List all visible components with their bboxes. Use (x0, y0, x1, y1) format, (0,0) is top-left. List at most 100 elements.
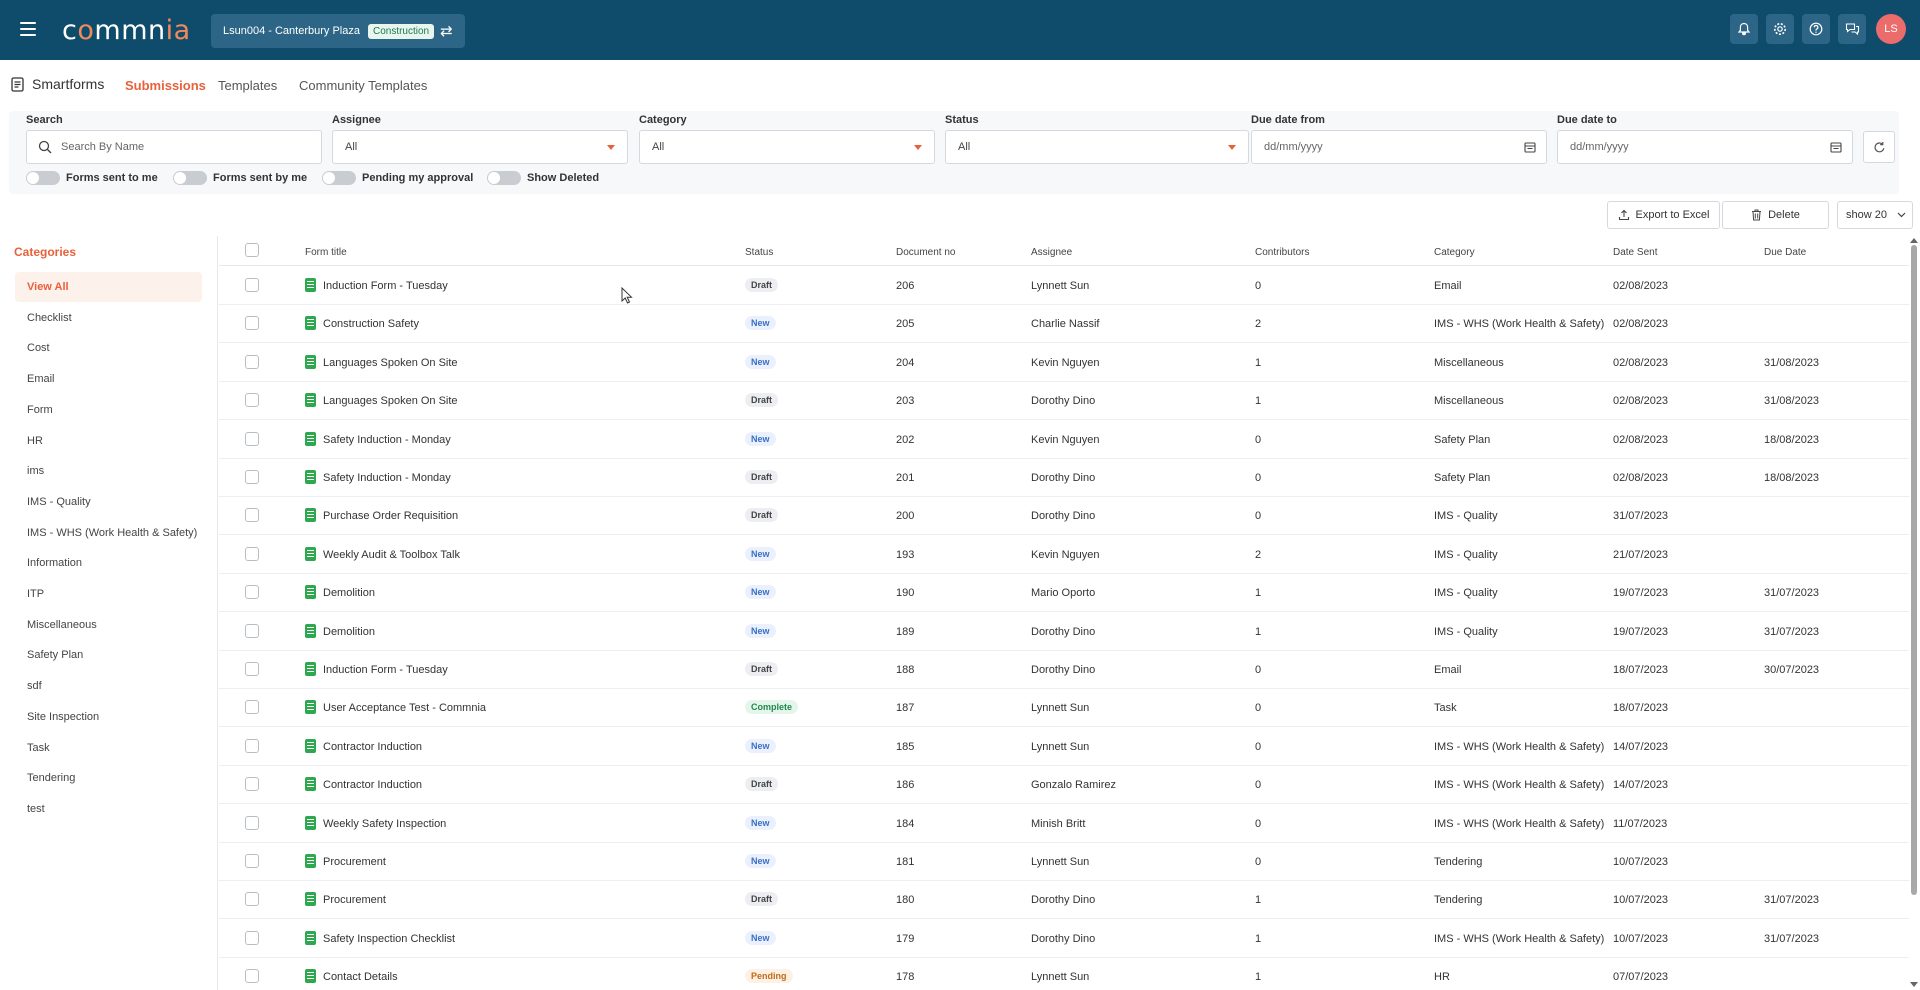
sidebar-item-task[interactable]: Task (27, 741, 50, 754)
status-select[interactable]: All (945, 130, 1249, 164)
tab-community-templates[interactable]: Community Templates (299, 78, 428, 93)
page-size-select[interactable]: show 20 (1837, 201, 1913, 229)
row-checkbox[interactable] (245, 278, 259, 292)
sidebar-item-test[interactable]: test (27, 802, 45, 815)
col-assignee[interactable]: Assignee (1031, 247, 1073, 258)
col-date-sent[interactable]: Date Sent (1613, 247, 1658, 258)
form-title-cell[interactable]: Induction Form - Tuesday (323, 664, 448, 676)
table-row[interactable]: Procurement 181 Lynnett Sun 0 Tendering 10/07… (219, 843, 1909, 881)
category-select[interactable]: All (639, 130, 935, 164)
form-title-cell[interactable]: Procurement (323, 894, 386, 907)
table-row[interactable]: Safety Inspection Checklist 179 Dorothy Di… (219, 920, 1909, 958)
col-category[interactable]: Category (1434, 247, 1475, 258)
sidebar-item-form[interactable]: Form (27, 403, 53, 416)
sidebar-item-email[interactable]: Email (27, 373, 55, 386)
form-title-cell[interactable]: Demolition (323, 587, 375, 600)
sidebar-item-cost[interactable]: Cost (27, 342, 50, 355)
scroll-up-arrow[interactable] (1910, 238, 1918, 243)
table-row[interactable]: Contractor Induction 186 Gonzalo Ramirez 0 I… (219, 766, 1909, 805)
table-row[interactable]: Contact Details 178 Lynnett Sun 1 HR 07/07/20… (219, 958, 1909, 990)
col-document-no[interactable]: Document no (896, 247, 956, 258)
sidebar-item-site-inspection[interactable]: Site Inspection (27, 710, 100, 723)
assignee-select[interactable]: All (332, 130, 628, 164)
row-checkbox[interactable] (245, 316, 259, 331)
row-checkbox[interactable] (245, 393, 259, 408)
select-all-checkbox[interactable] (245, 243, 259, 257)
export-to-excel-button[interactable]: Export to Excel (1607, 201, 1720, 229)
toggle-forms-sent-by-me[interactable]: Forms sent by me (173, 171, 307, 185)
sidebar-item-view-all[interactable]: View All (15, 272, 202, 302)
row-checkbox[interactable] (245, 546, 259, 561)
table-row[interactable]: Construction Safety 205 Charlie Nassif 2 IMS… (219, 305, 1909, 344)
chat-button[interactable] (1838, 14, 1866, 44)
form-title-cell[interactable]: Weekly Safety Inspection (323, 817, 447, 830)
row-checkbox[interactable] (245, 623, 259, 638)
row-checkbox[interactable] (245, 777, 259, 792)
sidebar-item-hr[interactable]: HR (27, 434, 43, 447)
sidebar-item-miscellaneous[interactable]: Miscellaneous (27, 618, 97, 631)
sidebar-item-checklist[interactable]: Checklist (27, 311, 72, 324)
settings-button[interactable] (1766, 14, 1794, 44)
scroll-down-arrow[interactable] (1910, 982, 1918, 987)
row-checkbox[interactable] (245, 700, 259, 715)
form-title-cell[interactable]: Induction Form - Tuesday (323, 280, 448, 292)
table-row[interactable]: Purchase Order Requisition 200 Dorothy Din… (219, 497, 1909, 536)
sidebar-item-information[interactable]: Information (27, 557, 83, 570)
row-checkbox[interactable] (245, 815, 259, 830)
table-row[interactable]: Languages Spoken On Site 203 Dorothy Dino 1… (219, 382, 1909, 421)
form-title-cell[interactable]: Construction Safety (323, 318, 419, 331)
delete-button[interactable]: Delete (1722, 201, 1829, 229)
table-row[interactable]: Procurement 180 Dorothy Dino 1 Tendering 10/0… (219, 881, 1909, 920)
commnia-logo[interactable]: commnia (62, 15, 191, 46)
toggle-show-deleted[interactable]: Show Deleted (487, 171, 599, 185)
tab-submissions[interactable]: Submissions (125, 78, 206, 93)
row-checkbox[interactable] (245, 738, 259, 753)
col-contributors[interactable]: Contributors (1255, 247, 1310, 258)
search-input[interactable]: Search By Name (26, 130, 322, 164)
form-title-cell[interactable]: User Acceptance Test - Commnia (323, 702, 487, 715)
user-avatar[interactable]: LS (1876, 14, 1906, 44)
sidebar-item-safety-plan[interactable]: Safety Plan (27, 649, 84, 662)
row-checkbox[interactable] (245, 431, 259, 446)
form-title-cell[interactable]: Safety Induction - Monday (323, 433, 451, 446)
form-title-cell[interactable]: Languages Spoken On Site (323, 395, 458, 408)
sidebar-item-sdf[interactable]: sdf (27, 680, 42, 693)
toggle-forms-sent-to-me[interactable]: Forms sent to me (26, 171, 158, 185)
table-row[interactable]: Demolition 189 Dorothy Dino 1 IMS - Quality 1… (219, 613, 1909, 651)
toggle-pending-my-approval[interactable]: Pending my approval (322, 171, 473, 185)
table-row[interactable]: Weekly Audit & Toolbox Talk 193 Kevin Nguy… (219, 536, 1909, 574)
table-row[interactable]: Induction Form - Tuesday 188 Dorothy Dino 0… (219, 651, 1909, 689)
notifications-button[interactable] (1730, 14, 1758, 44)
form-title-cell[interactable]: Safety Inspection Checklist (323, 932, 456, 945)
sidebar-item-ims-quality[interactable]: IMS - Quality (27, 495, 91, 508)
row-checkbox[interactable] (245, 662, 259, 676)
row-checkbox[interactable] (245, 508, 259, 523)
form-title-cell[interactable]: Demolition (323, 625, 375, 638)
row-checkbox[interactable] (245, 969, 259, 984)
row-checkbox[interactable] (245, 930, 259, 945)
form-title-cell[interactable]: Contact Details (323, 971, 398, 984)
table-row[interactable]: Demolition 190 Mario Oporto 1 IMS - Quality 1… (219, 574, 1909, 613)
help-button[interactable] (1802, 14, 1830, 44)
form-title-cell[interactable]: Purchase Order Requisition (323, 510, 459, 523)
due-date-to-input[interactable]: dd/mm/yyyy (1557, 130, 1853, 164)
table-row[interactable]: Safety Induction - Monday 201 Dorothy Dino… (219, 459, 1909, 497)
form-title-cell[interactable]: Languages Spoken On Site (323, 356, 458, 369)
form-title-cell[interactable]: Procurement (323, 856, 386, 868)
sidebar-item-itp[interactable]: ITP (27, 588, 45, 600)
sidebar-item-ims-whs-work-health-safety[interactable]: IMS - WHS (Work Health & Safety) (27, 526, 198, 539)
row-checkbox[interactable] (245, 585, 259, 600)
project-selector[interactable]: Lsun004 - Canterbury Plaza Construction … (211, 14, 465, 48)
table-row[interactable]: Safety Induction - Monday 202 Kevin Nguyen… (219, 421, 1909, 459)
row-checkbox[interactable] (245, 854, 259, 868)
form-title-cell[interactable]: Contractor Induction (323, 740, 423, 753)
row-checkbox[interactable] (245, 354, 259, 369)
due-date-from-input[interactable]: dd/mm/yyyy (1251, 130, 1547, 164)
form-title-cell[interactable]: Weekly Audit & Toolbox Talk (323, 548, 460, 561)
table-row[interactable]: Weekly Safety Inspection 184 Minish Britt 0… (219, 805, 1909, 843)
form-title-cell[interactable]: Safety Induction - Monday (323, 472, 451, 484)
row-checkbox[interactable] (245, 892, 259, 907)
row-checkbox[interactable] (245, 470, 259, 484)
table-row[interactable]: Languages Spoken On Site 204 Kevin Nguyen 1… (219, 344, 1909, 382)
sidebar-item-tendering[interactable]: Tendering (27, 772, 76, 785)
